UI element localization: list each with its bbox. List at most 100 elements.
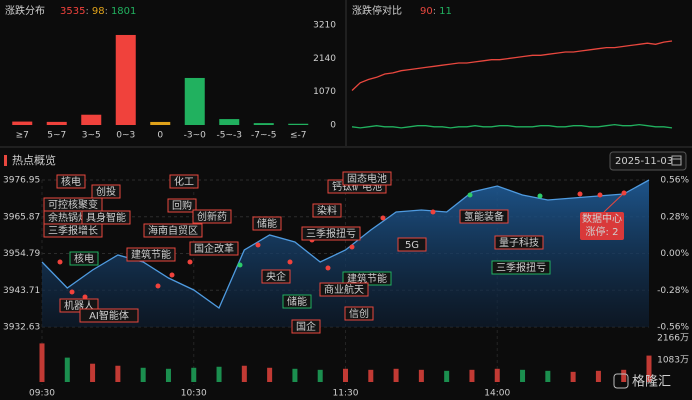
summary-value: 98 bbox=[92, 6, 105, 17]
event-tag[interactable] bbox=[312, 203, 342, 218]
bar bbox=[219, 119, 240, 125]
x-tick-label: 11:30 bbox=[333, 389, 359, 399]
panel-title: 热点概览 bbox=[12, 153, 56, 167]
event-tag[interactable] bbox=[169, 174, 199, 189]
volume-bar bbox=[621, 369, 627, 382]
event-tag-label: 储能 bbox=[287, 295, 307, 308]
event-tag-label: 储能 bbox=[257, 217, 277, 230]
event-tag-label: 具身智能 bbox=[86, 211, 126, 224]
event-tag[interactable] bbox=[91, 184, 121, 199]
event-tag[interactable] bbox=[81, 210, 131, 225]
line bbox=[351, 123, 673, 129]
event-tag[interactable] bbox=[291, 319, 321, 334]
event-tag[interactable] bbox=[56, 174, 86, 189]
event-tag-label: 核电 bbox=[74, 252, 94, 265]
event-tag[interactable] bbox=[167, 198, 197, 213]
event-dot bbox=[325, 265, 331, 271]
separator: : bbox=[105, 6, 108, 17]
volume-bar bbox=[165, 368, 171, 382]
event-tag[interactable] bbox=[397, 237, 427, 252]
event-tag[interactable] bbox=[459, 209, 509, 224]
x-tick-label: 0~3 bbox=[116, 131, 135, 141]
tooltip-pointer bbox=[603, 192, 625, 213]
event-tag-label: 商业航天 bbox=[324, 283, 364, 296]
event-tag[interactable] bbox=[189, 241, 239, 256]
summary-value: 1801 bbox=[111, 6, 136, 17]
tooltip bbox=[580, 212, 624, 240]
volume-bar bbox=[267, 367, 273, 382]
tooltip-title: 数据中心 bbox=[582, 212, 622, 225]
event-tag[interactable] bbox=[491, 260, 551, 275]
event-dot bbox=[430, 209, 436, 215]
volume-bar bbox=[191, 367, 197, 382]
brand-icon bbox=[613, 373, 629, 389]
x-tick-label: -7~-5 bbox=[251, 131, 277, 141]
event-tag[interactable] bbox=[344, 306, 374, 321]
x-tick-label: 0 bbox=[157, 131, 163, 141]
event-tag-label: 海南自贸区 bbox=[148, 224, 198, 237]
bar bbox=[150, 121, 171, 125]
volume-bar bbox=[343, 368, 348, 382]
event-tag-label: 余热锅炉 bbox=[48, 211, 88, 224]
volume-bar bbox=[292, 368, 298, 382]
event-tag[interactable] bbox=[319, 282, 369, 297]
event-dot bbox=[380, 215, 386, 221]
y-tick-label: 0 bbox=[330, 121, 336, 131]
event-tag-label: 国企 bbox=[296, 320, 316, 333]
event-tag[interactable] bbox=[126, 247, 176, 262]
summary-value: 11 bbox=[439, 6, 452, 17]
event-tag-label: AI智能体 bbox=[89, 309, 129, 322]
event-dot bbox=[287, 259, 293, 265]
event-tag[interactable] bbox=[342, 171, 392, 186]
event-tag-label: 三季报扭亏 bbox=[496, 261, 546, 274]
event-dot bbox=[349, 244, 355, 250]
bar bbox=[253, 123, 274, 125]
event-dot bbox=[169, 272, 175, 278]
separator: : bbox=[433, 6, 436, 17]
event-tag-label: 氢能装备 bbox=[464, 210, 504, 223]
volume-bar bbox=[241, 365, 247, 382]
event-tag[interactable] bbox=[301, 226, 361, 241]
summary: 90: 11 bbox=[420, 6, 452, 17]
volume-bar bbox=[216, 366, 222, 382]
event-tag[interactable] bbox=[261, 269, 291, 284]
bar bbox=[12, 121, 33, 125]
calendar-icon bbox=[671, 155, 682, 166]
event-tag-label: 核电 bbox=[61, 175, 81, 188]
index-line bbox=[41, 179, 650, 309]
y2-tick-label: 0.56% bbox=[660, 176, 689, 186]
volume-bar bbox=[444, 370, 450, 382]
event-tag[interactable] bbox=[494, 235, 544, 250]
event-tag-label: 可控核聚变 bbox=[48, 198, 98, 211]
event-tag[interactable] bbox=[43, 223, 103, 238]
volume-bar bbox=[90, 363, 96, 382]
volume-bar bbox=[520, 369, 526, 382]
volume-bar bbox=[545, 370, 551, 382]
event-tag-label: 央企 bbox=[266, 270, 286, 283]
summary-value: 90 bbox=[420, 6, 433, 17]
event-tag[interactable] bbox=[252, 216, 282, 231]
event-tag[interactable] bbox=[282, 294, 312, 309]
y2-tick-label: -0.28% bbox=[657, 286, 689, 296]
y2-tick-label: 0.00% bbox=[660, 249, 689, 259]
y-tick-label: 3965.87 bbox=[3, 212, 40, 222]
y-tick-label: 3943.71 bbox=[3, 286, 40, 296]
event-tag[interactable] bbox=[192, 209, 232, 224]
event-tag[interactable] bbox=[143, 223, 203, 238]
y-tick-label: 3210 bbox=[313, 21, 336, 31]
summary: 3535: 98: 1801 bbox=[60, 6, 136, 17]
event-tag-label: 创投 bbox=[96, 185, 116, 198]
x-tick-label: -3~0 bbox=[184, 131, 207, 141]
date-picker[interactable] bbox=[609, 151, 687, 171]
event-dot bbox=[467, 192, 473, 198]
event-tag[interactable] bbox=[69, 251, 99, 266]
volume-tick-label: 2166万 bbox=[657, 334, 689, 344]
event-dot bbox=[69, 289, 75, 295]
event-tag[interactable] bbox=[79, 308, 139, 323]
event-dot bbox=[57, 259, 63, 265]
volume-bar bbox=[317, 369, 323, 382]
x-tick-label: 09:30 bbox=[29, 389, 55, 399]
x-tick-label: -5~-3 bbox=[217, 131, 243, 141]
event-dot bbox=[537, 193, 543, 199]
volume-bar bbox=[418, 369, 424, 382]
